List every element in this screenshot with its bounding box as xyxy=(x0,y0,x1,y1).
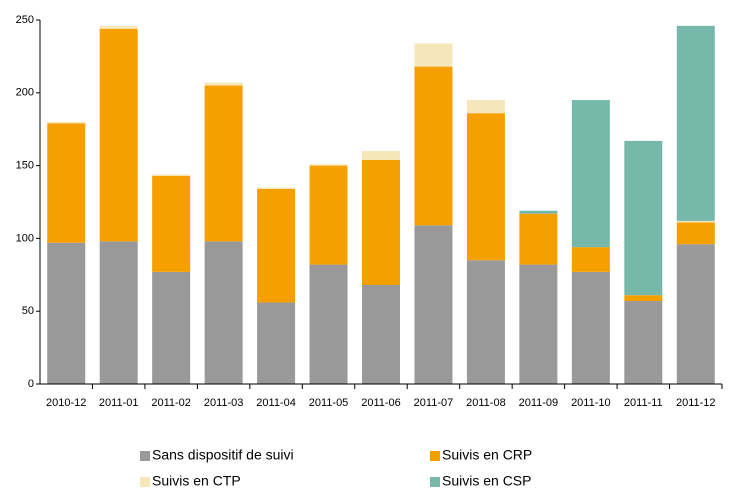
x-tick-label: 2011-07 xyxy=(414,397,454,409)
x-tick-label: 2011-12 xyxy=(676,397,716,409)
bar-segment xyxy=(309,164,348,166)
y-tick-label: 200 xyxy=(16,87,34,99)
x-tick-label: 2011-05 xyxy=(309,397,349,409)
y-tick-label: 0 xyxy=(28,378,34,390)
bar-segment xyxy=(99,28,138,242)
bar-segment xyxy=(519,210,558,214)
bar-segment xyxy=(676,25,715,221)
legend-label: Suivis en CSP xyxy=(442,473,531,489)
legend-label: Sans dispositif de suivi xyxy=(152,447,294,463)
x-tick-label: 2011-04 xyxy=(256,397,296,409)
bar-segment xyxy=(519,264,558,384)
bar-segment xyxy=(466,260,505,384)
bar-segment xyxy=(47,242,86,384)
y-tick-label: 250 xyxy=(16,14,34,26)
bar-segment xyxy=(257,188,296,303)
bar-segment xyxy=(571,271,610,384)
legend-swatch xyxy=(140,451,150,461)
bar-segment xyxy=(466,100,505,114)
bar-segment xyxy=(414,43,453,67)
bar-segment xyxy=(571,247,610,272)
bar-segment xyxy=(309,264,348,384)
bar-segment xyxy=(204,241,243,384)
bar-segment xyxy=(676,222,715,245)
legend-label: Suivis en CTP xyxy=(152,473,241,489)
legend-swatch xyxy=(430,477,440,487)
bar-segment xyxy=(466,113,505,261)
legend-label: Suivis en CRP xyxy=(442,447,532,463)
bar-segment xyxy=(257,187,296,189)
bar-segment xyxy=(676,244,715,384)
bar-segment xyxy=(571,100,610,248)
y-tick-label: 150 xyxy=(16,160,34,172)
x-tick-label: 2011-01 xyxy=(99,397,139,409)
legend-swatch xyxy=(140,477,150,487)
bar-segment xyxy=(99,25,138,29)
bar-segment xyxy=(47,123,86,243)
bar-segment xyxy=(152,271,191,384)
x-tick-label: 2011-11 xyxy=(624,397,663,409)
bar-segment xyxy=(257,302,296,384)
x-tick-label: 2010-12 xyxy=(46,397,86,409)
bar-segment xyxy=(204,82,243,86)
y-tick-label: 50 xyxy=(22,305,34,317)
bar-segment xyxy=(309,165,348,265)
x-tick-label: 2011-08 xyxy=(466,397,506,409)
bar-segment xyxy=(624,301,663,384)
bar-segment xyxy=(362,151,400,160)
bar-segment xyxy=(624,140,663,296)
bar-segment xyxy=(152,174,191,176)
bar-segment xyxy=(204,85,243,242)
bar-segment xyxy=(519,213,558,265)
bar-segment xyxy=(624,295,663,302)
x-tick-label: 2011-02 xyxy=(151,397,191,409)
x-tick-label: 2011-03 xyxy=(204,397,244,409)
bar-segment xyxy=(152,175,191,272)
y-tick-label: 100 xyxy=(16,232,34,244)
x-tick-label: 2011-06 xyxy=(361,397,401,409)
legend-swatch xyxy=(430,451,440,461)
bar-segment xyxy=(676,220,715,223)
x-tick-label: 2011-09 xyxy=(519,397,559,409)
bar-segment xyxy=(414,66,453,226)
x-tick-label: 2011-10 xyxy=(571,397,611,409)
bar-segment xyxy=(99,241,138,384)
bar-segment xyxy=(47,121,86,124)
bar-segment xyxy=(362,159,400,285)
bar-segment xyxy=(362,284,400,384)
bar-segment xyxy=(414,225,453,384)
